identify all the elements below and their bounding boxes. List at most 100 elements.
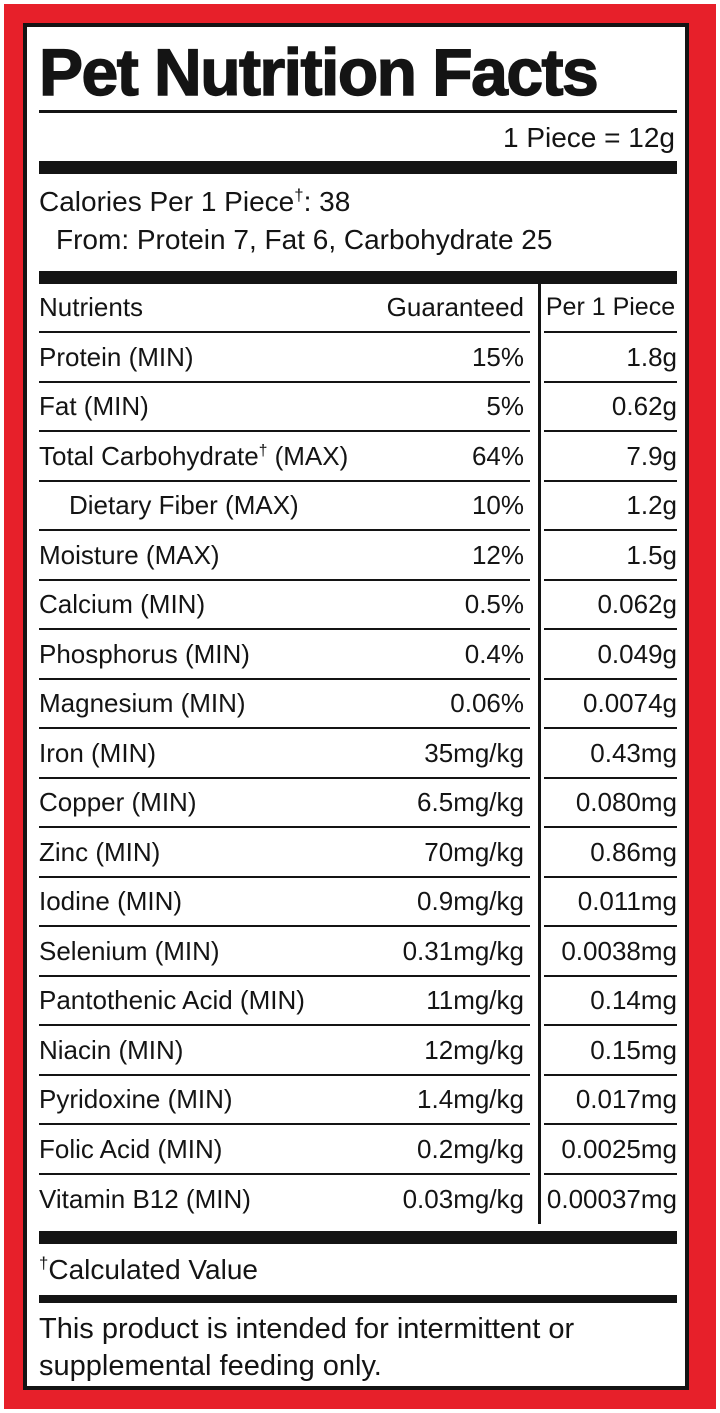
header-guaranteed: Guaranteed	[386, 292, 524, 323]
table-row: Calcium (MIN) 0.5% 0.062g	[39, 581, 677, 631]
row-left-cell: Dietary Fiber (MAX) 10%	[39, 482, 530, 532]
nutrient-name: Phosphorus (MIN)	[39, 638, 250, 669]
nutrient-name: Pyridoxine (MIN)	[39, 1084, 233, 1115]
per-piece-value: 0.0025mg	[544, 1125, 677, 1175]
table-row: Vitamin B12 (MIN) 0.03mg/kg 0.00037mg	[39, 1175, 677, 1225]
guaranteed-value: 64%	[471, 440, 524, 471]
table-row: Total Carbohydrate† (MAX) 64% 7.9g	[39, 432, 677, 482]
table-row: Zinc (MIN) 70mg/kg 0.86mg	[39, 828, 677, 878]
guaranteed-value: 5%	[486, 391, 524, 422]
guaranteed-value: 12mg/kg	[424, 1034, 524, 1065]
nutrient-name: Selenium (MIN)	[39, 935, 220, 966]
column-divider	[538, 283, 541, 1225]
guaranteed-value: 0.9mg/kg	[417, 886, 524, 917]
table-row: Selenium (MIN) 0.31mg/kg 0.0038mg	[39, 927, 677, 977]
dagger-mark: †	[294, 185, 304, 205]
per-piece-value: 1.8g	[544, 333, 677, 383]
per-piece-value: 7.9g	[544, 432, 677, 482]
row-left-cell: Vitamin B12 (MIN) 0.03mg/kg	[39, 1175, 530, 1225]
row-left-cell: Total Carbohydrate† (MAX) 64%	[39, 432, 530, 482]
nutrient-name: Zinc (MIN)	[39, 836, 161, 867]
table-row: Pantothenic Acid (MIN) 11mg/kg 0.14mg	[39, 977, 677, 1027]
table-row: Iron (MIN) 35mg/kg 0.43mg	[39, 729, 677, 779]
table-row: Folic Acid (MIN) 0.2mg/kg 0.0025mg	[39, 1125, 677, 1175]
row-left-cell: Zinc (MIN) 70mg/kg	[39, 828, 530, 878]
table-row: Phosphorus (MIN) 0.4% 0.049g	[39, 630, 677, 680]
nutrient-name: Calcium (MIN)	[39, 589, 206, 620]
section-bar-disclaimer	[39, 1295, 677, 1304]
calories-label: Calories Per 1 Piece	[39, 185, 295, 217]
table-row: Niacin (MIN) 12mg/kg 0.15mg	[39, 1026, 677, 1076]
table-row: Dietary Fiber (MAX) 10% 1.2g	[39, 482, 677, 532]
row-left-cell: Folic Acid (MIN) 0.2mg/kg	[39, 1125, 530, 1175]
row-left-cell: Iron (MIN) 35mg/kg	[39, 729, 530, 779]
nutrient-name: Dietary Fiber (MAX)	[69, 490, 299, 521]
per-piece-value: 0.080mg	[544, 779, 677, 829]
dagger-mark: †	[39, 1253, 49, 1273]
header-per-piece: Per 1 Piece	[544, 284, 677, 334]
section-bar-footnote	[39, 1231, 677, 1245]
guaranteed-value: 0.03mg/kg	[402, 1184, 524, 1215]
nutrient-name: Copper (MIN)	[39, 787, 197, 818]
nutrient-name: Total Carbohydrate† (MAX)	[39, 440, 349, 471]
header-nutrients: Nutrients	[39, 292, 144, 323]
title-rule	[39, 110, 677, 113]
per-piece-value: 0.62g	[544, 383, 677, 433]
nutrient-name: Moisture (MAX)	[39, 539, 220, 570]
row-left-cell: Calcium (MIN) 0.5%	[39, 581, 530, 631]
nutrient-name: Niacin (MIN)	[39, 1034, 184, 1065]
row-left-cell: Copper (MIN) 6.5mg/kg	[39, 779, 530, 829]
footnote: †Calculated Value	[39, 1253, 677, 1287]
per-piece-value: 0.43mg	[544, 729, 677, 779]
table-row: Fat (MIN) 5% 0.62g	[39, 383, 677, 433]
per-piece-value: 0.0038mg	[544, 927, 677, 977]
row-left-cell: Pyridoxine (MIN) 1.4mg/kg	[39, 1076, 530, 1126]
guaranteed-value: 12%	[471, 539, 524, 570]
per-piece-value: 0.15mg	[544, 1026, 677, 1076]
table-row: Copper (MIN) 6.5mg/kg 0.080mg	[39, 779, 677, 829]
calories-value: : 38	[303, 185, 351, 217]
guaranteed-value: 11mg/kg	[426, 985, 524, 1016]
calories-block: Calories Per 1 Piece†: 38 From: Protein …	[39, 183, 677, 259]
guaranteed-value: 15%	[471, 341, 524, 372]
table-row: Magnesium (MIN) 0.06% 0.0074g	[39, 680, 677, 730]
header-left-cell: Nutrients Guaranteed	[39, 284, 530, 334]
per-piece-value: 0.062g	[544, 581, 677, 631]
guaranteed-value: 35mg/kg	[424, 737, 524, 768]
row-left-cell: Magnesium (MIN) 0.06%	[39, 680, 530, 730]
row-left-cell: Moisture (MAX) 12%	[39, 531, 530, 581]
per-piece-value: 0.0074g	[544, 680, 677, 730]
nutrient-table: Nutrients Guaranteed Per 1 Piece Protein…	[39, 283, 677, 1225]
row-left-cell: Niacin (MIN) 12mg/kg	[39, 1026, 530, 1076]
nutrient-rows: Protein (MIN) 15% 1.8g Fat (MIN) 5% 0.62…	[39, 333, 677, 1224]
guaranteed-value: 6.5mg/kg	[417, 787, 524, 818]
nutrient-name: Folic Acid (MIN)	[39, 1133, 223, 1164]
nutrient-name: Protein (MIN)	[39, 341, 194, 372]
per-piece-value: 0.00037mg	[546, 1184, 677, 1215]
nutrient-name: Fat (MIN)	[39, 391, 149, 422]
guaranteed-value: 0.31mg/kg	[402, 935, 524, 966]
table-row: Iodine (MIN) 0.9mg/kg 0.011mg	[39, 878, 677, 928]
row-left-cell: Selenium (MIN) 0.31mg/kg	[39, 927, 530, 977]
per-piece-value: 0.86mg	[544, 828, 677, 878]
nutrient-name: Vitamin B12 (MIN)	[39, 1184, 251, 1215]
nutrient-name: Pantothenic Acid (MIN)	[39, 985, 305, 1016]
calories-line: Calories Per 1 Piece†: 38	[39, 183, 677, 221]
nutrient-name: Magnesium (MIN)	[39, 688, 246, 719]
per-piece-value: 1.2g	[544, 482, 677, 532]
table-row: Pyridoxine (MIN) 1.4mg/kg 0.017mg	[39, 1076, 677, 1126]
table-row: Protein (MIN) 15% 1.8g	[39, 333, 677, 383]
disclaimer-text: This product is intended for intermitten…	[39, 1313, 575, 1383]
per-piece-value: 0.017mg	[544, 1076, 677, 1126]
nutrient-name: Iron (MIN)	[39, 737, 156, 768]
nutrition-label: Pet Nutrition Facts 1 Piece = 12g Calori…	[23, 23, 689, 1390]
section-bar-top	[39, 160, 677, 174]
per-piece-value: 1.5g	[544, 531, 677, 581]
row-left-cell: Iodine (MIN) 0.9mg/kg	[39, 878, 530, 928]
serving-size: 1 Piece = 12g	[502, 121, 675, 153]
row-left-cell: Fat (MIN) 5%	[39, 383, 530, 433]
guaranteed-value: 0.2mg/kg	[417, 1133, 524, 1164]
section-bar-table	[39, 270, 677, 284]
calories-from-line: From: Protein 7, Fat 6, Carbohydrate 25	[56, 223, 553, 255]
guaranteed-value: 0.06%	[450, 688, 524, 719]
